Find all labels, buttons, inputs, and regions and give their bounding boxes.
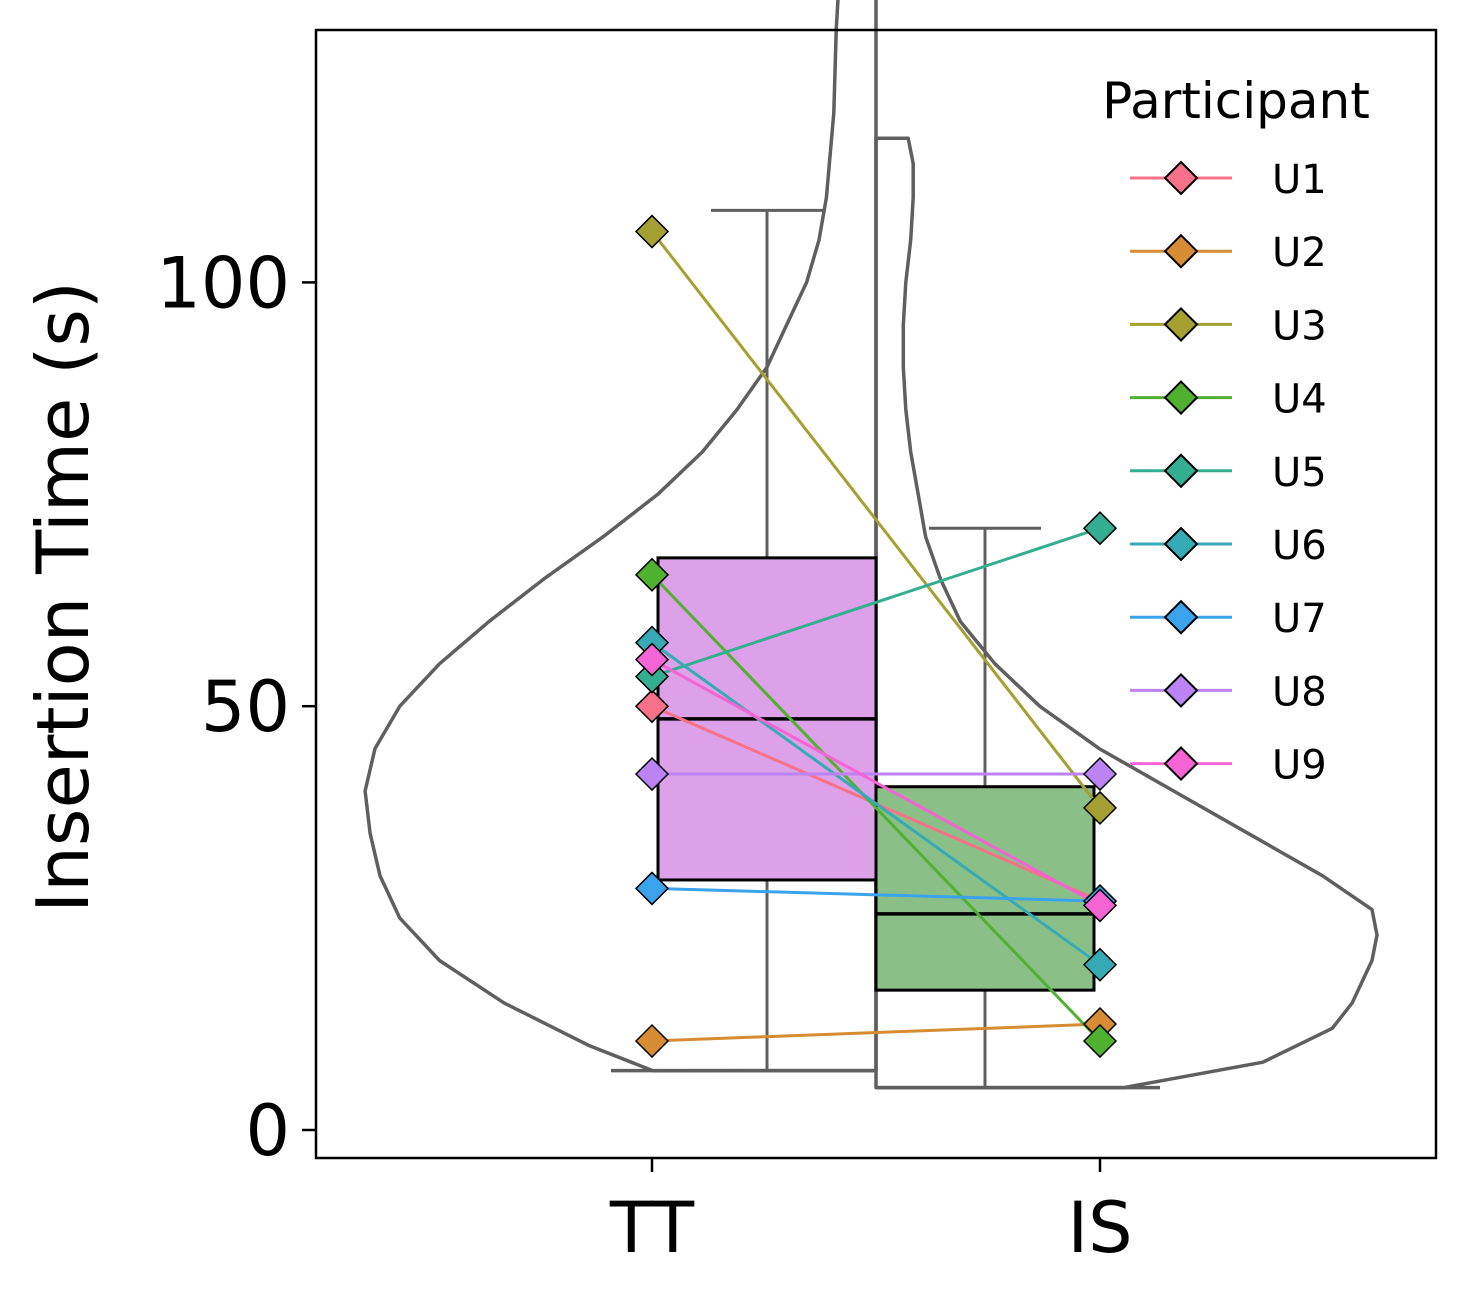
y-tick-label-50: 50	[201, 666, 290, 748]
x-axis: TT IS	[609, 1158, 1133, 1269]
violins	[363, 0, 1379, 1090]
line-u9	[651, 658, 1101, 907]
marker-u3-is	[1082, 790, 1118, 825]
participant-lines	[650, 230, 1102, 1043]
marker-u1-tt	[634, 689, 670, 724]
legend-title: Participant	[1102, 72, 1370, 130]
legend-item-u8[interactable]: U8	[1130, 669, 1327, 715]
boxplots	[611, 208, 1160, 1090]
marker-u2-tt	[634, 1023, 670, 1059]
legend-label-u2: U2	[1272, 230, 1327, 276]
legend-label-u4: U4	[1272, 377, 1327, 423]
y-axis-label: Insertion Time (s)	[21, 281, 105, 913]
legend-marker-u1	[1163, 160, 1199, 196]
legend-marker-u4	[1163, 380, 1199, 416]
legend-marker-u9	[1163, 746, 1199, 782]
legend-item-u3[interactable]: U3	[1130, 303, 1327, 349]
line-u2	[651, 1022, 1101, 1043]
participant-markers	[634, 214, 1118, 1059]
legend-item-u5[interactable]: U5	[1130, 450, 1327, 496]
legend-item-u1[interactable]: U1	[1130, 157, 1327, 203]
legend-label-u9: U9	[1272, 743, 1327, 789]
violin-is	[874, 136, 1379, 1090]
line-u5	[651, 526, 1101, 678]
legend-marker-u2	[1163, 233, 1199, 269]
legend-marker-u8	[1163, 672, 1199, 708]
legend-label-u8: U8	[1272, 669, 1327, 715]
legend-marker-u5	[1163, 453, 1199, 489]
legend-label-u6: U6	[1272, 523, 1327, 569]
legend-item-u9[interactable]: U9	[1130, 743, 1327, 789]
marker-u8-tt	[634, 756, 670, 792]
line-u3	[650, 230, 1102, 809]
legend-label-u7: U7	[1272, 596, 1327, 642]
marker-u4-tt	[634, 557, 670, 592]
marker-u3-tt	[634, 214, 670, 249]
legend-item-u4[interactable]: U4	[1130, 377, 1327, 423]
plot-frame	[314, 28, 1438, 1160]
y-axis: 050100150200250	[156, 242, 316, 1172]
marker-u9-is	[1082, 888, 1118, 923]
legend-item-u7[interactable]: U7	[1130, 596, 1327, 642]
marker-u4-is	[1082, 1023, 1118, 1059]
legend-marker-u7	[1163, 599, 1199, 635]
x-tick-label-tt: TT	[609, 1187, 695, 1269]
legend-marker-u3	[1163, 306, 1199, 342]
legend-label-u5: U5	[1272, 450, 1327, 496]
marker-u7-tt	[634, 871, 670, 906]
legend-item-u6[interactable]: U6	[1130, 523, 1327, 569]
x-tick-label-is: IS	[1067, 1187, 1132, 1269]
marker-u8-is	[1082, 756, 1118, 792]
violin-tt	[363, 0, 878, 1073]
marker-u6-is	[1082, 947, 1118, 982]
legend-item-u2[interactable]: U2	[1130, 230, 1327, 276]
marker-u9-tt	[634, 642, 670, 677]
y-tick-label-100: 100	[156, 242, 290, 324]
line-u7	[651, 886, 1101, 903]
y-tick-label-0: 0	[245, 1090, 290, 1172]
legend-label-u3: U3	[1272, 303, 1327, 349]
marker-u5-is	[1082, 511, 1118, 546]
line-u6	[651, 641, 1101, 966]
legend-label-u1: U1	[1272, 157, 1327, 203]
legend[interactable]: Participant U1 U2 U3 U4 U5 U6 U7 U8 U9	[1102, 72, 1370, 789]
legend-marker-u6	[1163, 526, 1199, 562]
